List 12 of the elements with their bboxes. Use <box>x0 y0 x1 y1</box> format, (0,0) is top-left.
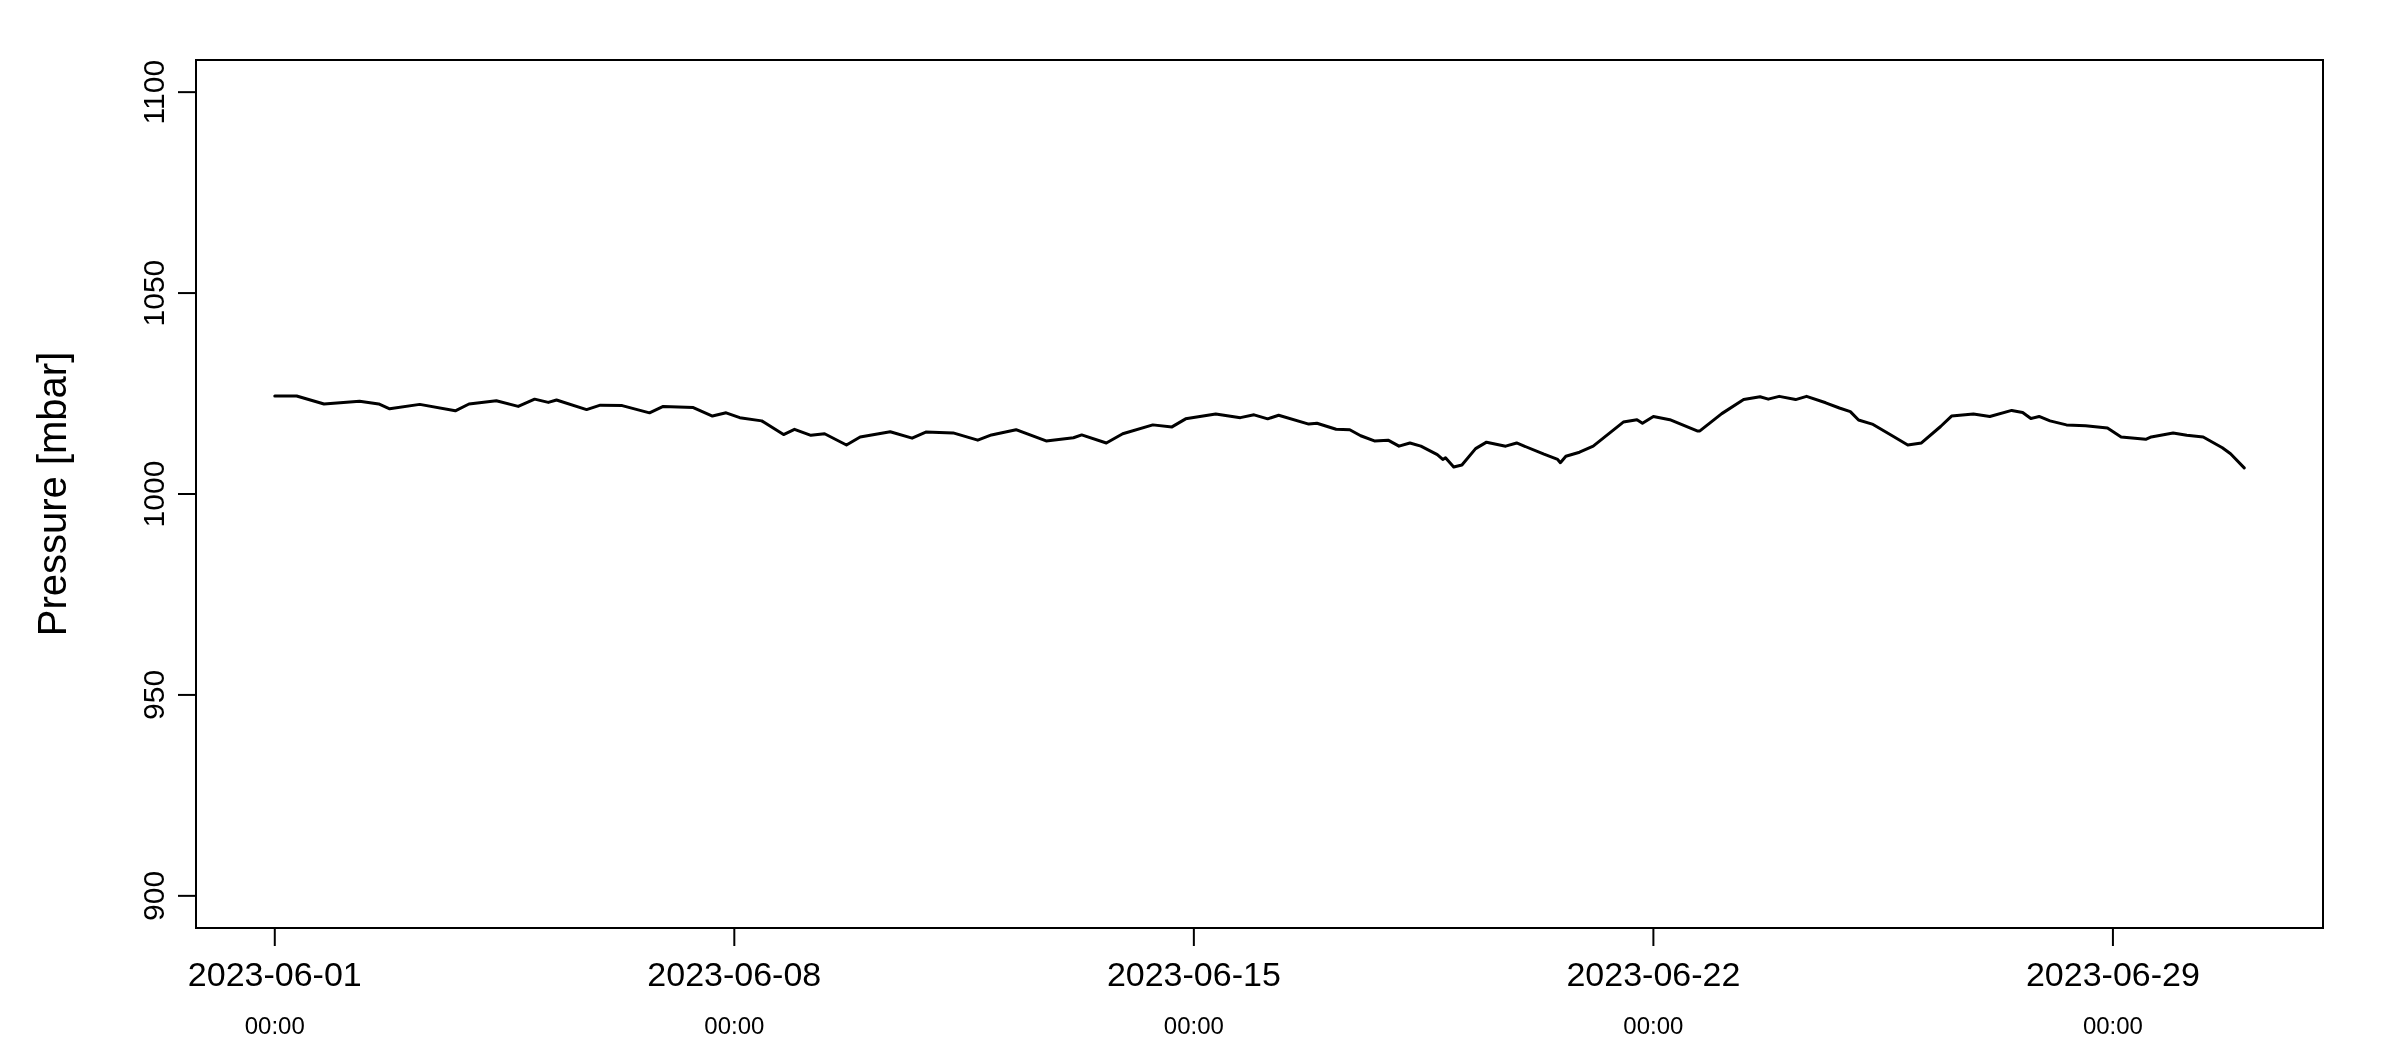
y-axis-title: Pressure [mbar] <box>30 351 74 637</box>
y-tick-label: 1050 <box>137 259 170 327</box>
y-tick-label: 1100 <box>137 59 170 125</box>
y-tick-label: 900 <box>137 870 170 921</box>
y-tick-label: 1000 <box>137 460 170 528</box>
x-tick-label: 2023-06-15 00:00 <box>1106 955 1281 1039</box>
x-tick-label: 2023-06-08 00:00 <box>647 955 822 1039</box>
x-tick-label: 2023-06-29 00:00 <box>2025 955 2200 1039</box>
x-tick-label: 2023-06-01 00:00 <box>187 955 362 1039</box>
y-tick-label: 950 <box>137 669 170 720</box>
line-series <box>273 394 2246 470</box>
x-tick-label: 2023-06-22 00:00 <box>1566 955 1741 1039</box>
